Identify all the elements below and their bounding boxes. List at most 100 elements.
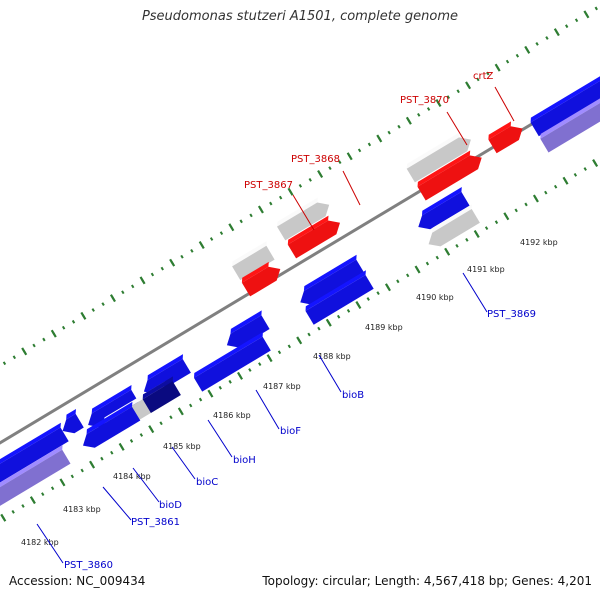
major-tick — [21, 347, 28, 356]
major-tick — [503, 212, 510, 221]
kbp-label: 4188 kbp — [313, 352, 351, 361]
major-tick — [198, 240, 205, 249]
gene-bevel — [530, 76, 600, 123]
major-tick — [50, 329, 57, 338]
gene-feature — [232, 245, 275, 281]
track-tick — [425, 261, 430, 266]
kbp-label: 4189 kbp — [365, 323, 403, 332]
major-tick — [266, 354, 273, 363]
track-tick — [100, 456, 104, 461]
leader-line — [255, 389, 280, 430]
track-tick — [417, 112, 421, 117]
leader-line — [494, 86, 515, 122]
track-tick — [80, 468, 84, 473]
track-tick — [514, 208, 518, 213]
track-tick — [101, 302, 105, 306]
accession-label: Accession: NC_009434 — [9, 574, 146, 588]
track-tick — [308, 178, 312, 182]
track-tick — [287, 344, 292, 349]
track-tick — [228, 379, 232, 384]
track-tick — [218, 385, 222, 390]
track-tick — [50, 486, 55, 491]
track-tick — [129, 439, 134, 443]
gene-feature — [418, 191, 470, 230]
major-tick — [29, 496, 36, 505]
gene-feature — [277, 202, 330, 241]
major-tick — [287, 187, 294, 196]
gene-bevel — [432, 204, 472, 233]
leader-line — [132, 467, 160, 503]
track-tick — [486, 71, 490, 76]
major-tick — [118, 442, 125, 451]
major-tick — [405, 116, 412, 125]
gene-bevel — [194, 331, 263, 378]
track-tick — [239, 219, 243, 224]
gene-bevel — [287, 215, 329, 245]
track-tick — [91, 308, 95, 312]
major-tick — [435, 99, 442, 108]
track-tick — [505, 59, 510, 64]
track-tick — [387, 130, 391, 135]
track-tick — [110, 450, 114, 455]
track-tick — [70, 474, 75, 479]
track-tick — [11, 510, 15, 514]
gene-bevel — [241, 261, 269, 283]
gene-features — [0, 76, 600, 506]
major-tick — [80, 311, 87, 320]
track-tick — [258, 362, 262, 366]
gene-bevel — [417, 150, 471, 187]
major-tick — [148, 425, 155, 434]
major-tick — [257, 205, 264, 214]
gene-feature — [62, 413, 84, 434]
gene-bevel — [305, 270, 366, 311]
gene-label: bioH — [233, 455, 256, 466]
track-tick — [278, 195, 283, 200]
track-tick — [565, 24, 569, 29]
track-tick — [426, 107, 431, 111]
track-tick — [406, 273, 410, 278]
track-tick — [180, 254, 184, 259]
track-tick — [336, 314, 341, 319]
track-tick — [574, 18, 579, 23]
track-tick — [219, 231, 224, 236]
gene-bevel — [488, 121, 511, 140]
major-tick — [317, 170, 324, 178]
feature-labels: crtZ PST_3870 PST_3868 PST_3867 PST_3869 bioB… — [36, 71, 536, 571]
major-tick — [384, 283, 391, 292]
gene-feature — [88, 389, 140, 428]
track-tick — [455, 243, 459, 248]
track-tick — [12, 355, 17, 360]
gene-feature — [226, 315, 270, 348]
backbone-line — [0, 81, 600, 445]
track-tick — [169, 415, 173, 420]
major-tick — [59, 478, 66, 487]
track-tick — [307, 332, 311, 337]
gene-bevel — [232, 241, 267, 267]
track-tick — [583, 167, 587, 171]
track-tick — [366, 297, 370, 301]
track-tick — [189, 403, 193, 408]
track-tick — [494, 220, 499, 225]
track-tick — [545, 36, 549, 40]
track-tick — [21, 504, 25, 508]
major-tick — [524, 45, 531, 54]
track-tick — [573, 172, 578, 177]
gene-bevel — [0, 445, 63, 488]
major-tick — [296, 336, 303, 345]
gene-feature — [428, 209, 480, 247]
gene-label: bioC — [196, 477, 218, 488]
gene-bevel — [303, 254, 357, 291]
kbp-label: 4192 kbp — [520, 238, 558, 247]
map-title: Pseudomonas stutzeri A1501, complete gen… — [141, 9, 459, 24]
major-tick — [89, 460, 96, 469]
major-tick — [109, 294, 116, 303]
gene-bevel — [422, 187, 462, 216]
gene-bevel — [91, 385, 132, 414]
track-tick — [32, 343, 36, 348]
track-tick — [357, 148, 362, 153]
gene-feature — [287, 220, 340, 259]
gene-feature — [0, 427, 69, 483]
major-tick — [414, 265, 421, 274]
major-tick — [346, 152, 353, 161]
